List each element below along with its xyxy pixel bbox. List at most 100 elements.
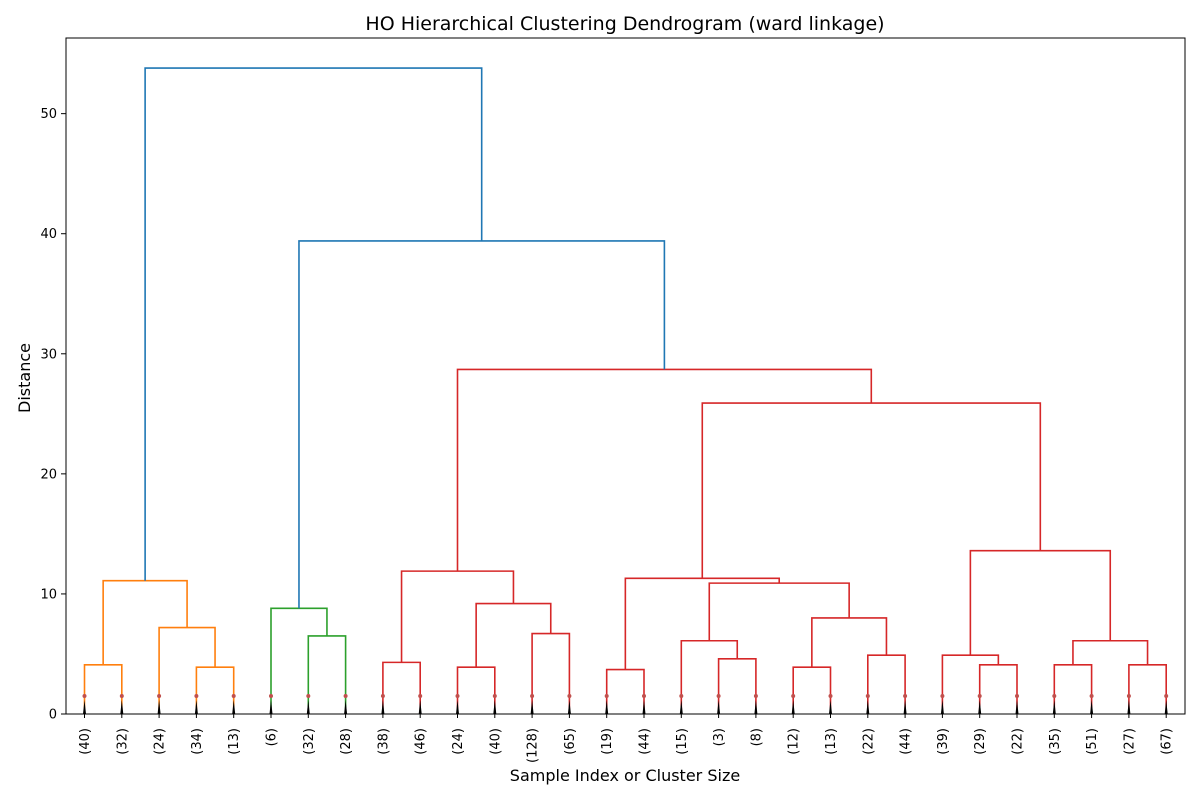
- leaf-spike: [866, 700, 870, 714]
- leaf-dot: [604, 694, 609, 698]
- leaf-spike: [679, 700, 683, 714]
- leaf-label: (67): [1160, 728, 1175, 755]
- leaf-dot: [567, 694, 572, 698]
- link-r11: [811, 617, 888, 668]
- leaf-spike: [157, 700, 161, 714]
- leaf-spike: [754, 700, 758, 714]
- leaf-label: (65): [563, 728, 578, 755]
- y-tick-label: 50: [40, 107, 57, 122]
- leaf-label: (38): [376, 728, 391, 755]
- leaf-dot: [642, 694, 646, 698]
- link-o2: [195, 666, 235, 714]
- leaf-dot: [828, 694, 833, 698]
- y-axis: 0 10 20 30 40 50: [40, 107, 66, 723]
- leaf-dot: [231, 694, 236, 698]
- leaf-spike: [232, 700, 236, 714]
- link-g1: [307, 635, 347, 714]
- leaf-spike: [978, 700, 982, 714]
- leaf-spike: [493, 700, 497, 714]
- leaf-dot: [418, 694, 423, 698]
- link-r18: [1072, 639, 1149, 665]
- leaf-spike: [456, 700, 459, 714]
- leaf-label: (32): [115, 728, 130, 755]
- leaf-label: (27): [1122, 728, 1137, 755]
- leaf-dot: [1052, 694, 1057, 698]
- leaf-label: (34): [190, 728, 205, 755]
- leaf-spike: [381, 700, 385, 714]
- leaf-label: (40): [78, 728, 93, 755]
- y-tick-label: 0: [49, 708, 57, 723]
- chart-title: HO Hierarchical Clustering Dendrogram (w…: [365, 13, 884, 35]
- leaf-label: (51): [1085, 728, 1100, 755]
- leaf-dot: [1164, 694, 1169, 698]
- leaf-label: (13): [227, 728, 242, 755]
- link-r20: [701, 402, 1042, 579]
- leaf-label: (6): [265, 728, 280, 746]
- leaf-label: (24): [153, 728, 168, 755]
- link-r12: [708, 582, 850, 641]
- leaf-spike: [791, 700, 795, 714]
- link-o1: [83, 663, 123, 714]
- leaf-label: (39): [936, 728, 951, 755]
- leaf-spike: [194, 700, 198, 714]
- link-r10: [867, 654, 906, 714]
- leaf-dot: [1126, 694, 1131, 698]
- link-r5: [400, 570, 515, 663]
- leaf-spike: [605, 700, 609, 714]
- link-r17: [1128, 663, 1167, 714]
- link-b2: [144, 67, 483, 581]
- leaf-spike: [344, 700, 348, 714]
- leaf-dot: [865, 694, 870, 698]
- y-tick-label: 40: [40, 227, 57, 242]
- link-r8: [680, 639, 739, 714]
- leaf-dot: [82, 694, 87, 698]
- leaf-label: (15): [675, 728, 690, 755]
- y-tick-label: 30: [40, 347, 57, 362]
- leaf-label: (24): [451, 728, 466, 755]
- leaf-spike: [530, 700, 534, 714]
- leaf-dot: [1015, 694, 1019, 698]
- leaf-label: (28): [339, 728, 354, 755]
- leaf-dot: [157, 694, 162, 698]
- leaf-marks: [82, 694, 1169, 714]
- dendrogram-links: [83, 67, 1167, 714]
- leaf-dot: [492, 694, 497, 698]
- link-r2: [456, 666, 496, 714]
- leaf-spike: [903, 700, 907, 714]
- link-r9: [792, 666, 832, 714]
- leaf-label: (46): [414, 728, 429, 755]
- link-g2: [270, 607, 328, 714]
- leaf-dot: [455, 694, 460, 698]
- leaf-label: (44): [638, 728, 653, 755]
- y-axis-label: Distance: [15, 343, 34, 413]
- leaf-spike: [829, 700, 832, 714]
- leaf-dot: [1089, 694, 1094, 698]
- link-r19: [969, 549, 1112, 656]
- leaf-spike: [1052, 700, 1056, 714]
- leaf-dot: [269, 694, 273, 698]
- y-tick-label: 20: [40, 467, 57, 482]
- link-r3: [531, 632, 571, 714]
- leaf-label: (44): [899, 728, 914, 755]
- leaf-dot: [716, 694, 721, 698]
- link-r6: [605, 668, 645, 714]
- leaf-dot: [119, 694, 124, 698]
- leaf-spike: [418, 700, 422, 714]
- leaf-dot: [977, 694, 982, 698]
- leaf-label: (3): [712, 728, 727, 746]
- link-r14: [978, 663, 1018, 714]
- leaf-dot: [380, 694, 385, 698]
- leaf-label: (13): [824, 728, 839, 755]
- leaf-spike: [83, 700, 86, 714]
- plot-frame: [65, 37, 1186, 715]
- link-r1: [382, 661, 421, 714]
- link-r4: [475, 602, 552, 668]
- leaf-spike: [1127, 700, 1131, 714]
- leaf-spike: [306, 700, 310, 714]
- leaf-dot: [940, 694, 945, 698]
- link-o3: [158, 626, 216, 714]
- leaf-dot: [679, 694, 684, 698]
- leaf-spike: [1090, 700, 1094, 714]
- leaf-label: (22): [1011, 728, 1026, 755]
- leaf-spike: [717, 700, 721, 714]
